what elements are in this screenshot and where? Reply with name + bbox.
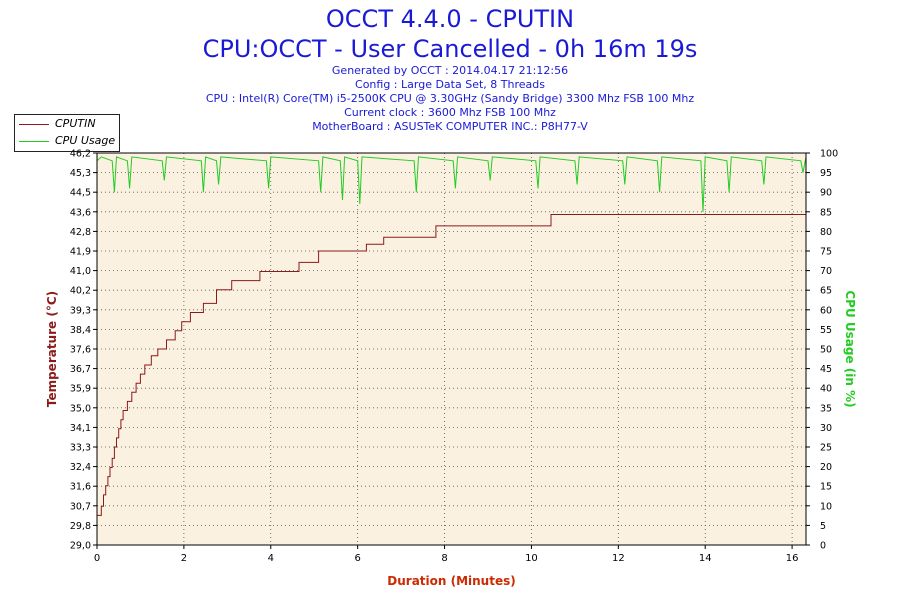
plot-area [97,153,806,545]
y-left-tick-label: 34,1 [70,423,91,434]
chart-title: OCCT 4.4.0 - CPUTIN [325,5,575,33]
x-tick-label: 6 [354,553,360,564]
y-right-tick-label: 20 [820,462,832,473]
y-left-tick-label: 38,4 [70,325,91,336]
chart-subtitle: CPU:OCCT - User Cancelled - 0h 16m 19s [202,35,698,63]
y-right-tick-label: 100 [820,149,838,160]
y-axis-left-label: Temperature (°C) [45,291,59,407]
y-right-tick-label: 70 [820,266,832,277]
info-clock: Current clock : 3600 Mhz FSB 100 Mhz [344,106,556,119]
series-line-cputin [97,214,806,516]
legend: CPUTIN CPU Usage [14,114,120,152]
y-right-tick-label: 75 [820,247,832,258]
y-right-tick-label: 90 [820,188,832,199]
x-tick-label: 12 [612,553,625,564]
x-axis-label: Duration (Minutes) [387,574,515,588]
legend-swatch-cpu-usage [19,141,49,142]
x-tick-label: 2 [181,553,187,564]
info-motherboard: MotherBoard : ASUSTeK COMPUTER INC.: P8H… [312,120,588,133]
x-tick-label: 4 [268,553,274,564]
x-tick-label: 8 [441,553,447,564]
x-tick-label: 14 [699,553,712,564]
y-right-tick-label: 45 [820,364,832,375]
y-right-tick-label: 0 [820,541,826,552]
y-right-tick-label: 25 [820,443,832,454]
y-left-tick-label: 29,0 [70,541,91,552]
y-left-tick-label: 32,4 [70,462,91,473]
y-left-tick-label: 41,9 [70,247,91,258]
x-tick-label: 10 [525,553,538,564]
y-right-tick-label: 60 [820,305,832,316]
series-line-cpu-usage [96,156,807,212]
y-left-tick-label: 40,2 [70,286,91,297]
y-axis-right-label: CPU Usage (in %) [843,290,857,407]
y-right-tick-label: 5 [820,521,826,532]
y-right-tick-label: 85 [820,207,832,218]
y-left-tick-label: 41,0 [70,266,91,277]
legend-swatch-cputin [19,124,49,125]
y-right-tick-label: 95 [820,168,832,179]
y-left-tick-label: 30,7 [70,501,91,512]
y-right-tick-label: 80 [820,227,832,238]
x-tick-label: 16 [786,553,799,564]
x-tick-label: 0 [94,553,100,564]
y-left-tick-label: 45,3 [70,168,91,179]
info-config: Config : Large Data Set, 8 Threads [355,78,545,91]
y-left-tick-label: 35,0 [70,403,91,414]
y-right-tick-label: 65 [820,286,832,297]
y-right-tick-label: 30 [820,423,832,434]
y-right-tick-label: 10 [820,501,832,512]
y-left-tick-label: 29,8 [70,521,91,532]
y-left-tick-label: 35,9 [70,384,91,395]
y-right-tick-label: 35 [820,403,832,414]
y-left-tick-label: 43,6 [70,207,91,218]
plot-frame [96,152,807,546]
info-generated: Generated by OCCT : 2014.04.17 21:12:56 [331,64,569,77]
y-left-tick-label: 46,2 [70,149,91,160]
legend-label-cpu-usage: CPU Usage [55,134,116,147]
legend-item-cputin: CPUTIN [15,116,119,132]
y-left-tick-label: 44,5 [70,188,91,199]
info-cpu: CPU : Intel(R) Core(TM) i5-2500K CPU @ 3… [205,92,695,105]
y-right-tick-label: 50 [820,345,832,356]
y-right-tick-label: 40 [820,384,832,395]
y-right-tick-label: 15 [820,482,832,493]
y-left-tick-label: 39,3 [70,305,91,316]
legend-item-cpu-usage: CPU Usage [15,133,119,149]
legend-label-cputin: CPUTIN [55,117,96,130]
y-right-tick-label: 55 [820,325,832,336]
y-left-tick-label: 37,6 [70,345,91,356]
y-left-tick-label: 36,7 [70,364,91,375]
chart-header: OCCT 4.4.0 - CPUTIN CPU:OCCT - User Canc… [0,0,900,134]
y-left-tick-label: 42,8 [70,227,91,238]
y-left-tick-label: 33,3 [70,443,91,454]
y-left-tick-label: 31,6 [70,482,91,493]
